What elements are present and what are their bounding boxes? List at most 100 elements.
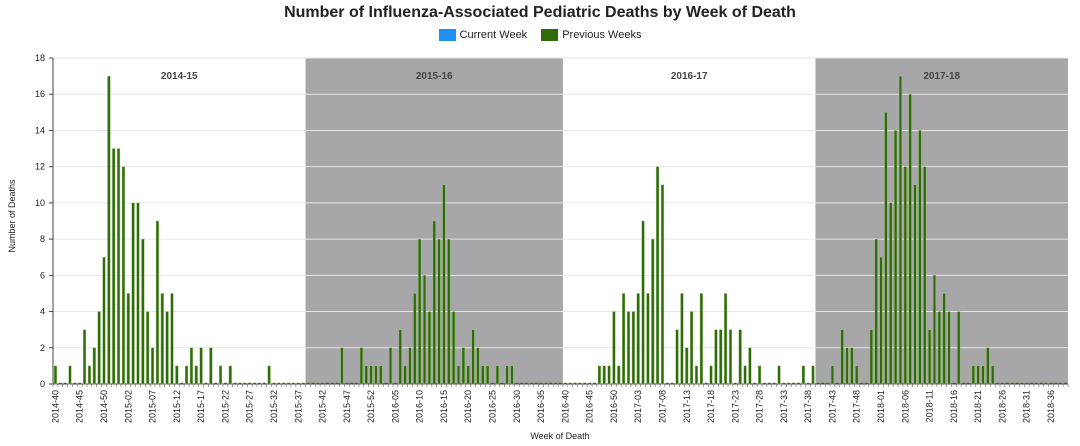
bar <box>1025 382 1029 384</box>
legend-entry-current-week[interactable]: Current Week <box>438 29 527 41</box>
bar <box>564 382 567 384</box>
x-tick-label: 2014-50 <box>99 390 109 423</box>
bar <box>928 329 932 385</box>
legend-entry-previous-weeks[interactable]: Previous Weeks <box>541 29 641 41</box>
bar <box>670 382 674 384</box>
bar <box>408 347 412 385</box>
x-tick-label: 2018-06 <box>900 390 910 423</box>
bar <box>549 382 553 384</box>
x-tick-label: 2018-21 <box>973 390 983 423</box>
bar <box>748 347 752 385</box>
bar <box>394 382 397 384</box>
bar <box>675 329 679 385</box>
bar <box>612 311 616 385</box>
bar <box>937 311 941 385</box>
bar <box>874 238 878 385</box>
bar <box>326 382 329 384</box>
bar <box>253 382 256 384</box>
bar <box>660 184 665 385</box>
bar <box>1030 382 1033 384</box>
bar <box>588 382 591 384</box>
bar <box>530 382 533 384</box>
bar <box>879 257 883 385</box>
bar <box>199 347 203 385</box>
x-tick-label: 2016-25 <box>488 390 498 423</box>
bar <box>379 365 383 385</box>
bar <box>835 382 839 384</box>
bar <box>53 365 57 385</box>
bar <box>287 382 290 384</box>
bar <box>1049 382 1053 384</box>
bar <box>228 365 232 385</box>
bar <box>136 202 140 385</box>
x-tick-label: 2017-28 <box>755 390 765 423</box>
x-tick-label: 2017-03 <box>633 390 643 423</box>
bar <box>369 365 373 385</box>
bar <box>636 293 640 385</box>
x-tick-label: 2018-26 <box>997 390 1007 423</box>
x-tick-label: 2014-40 <box>50 390 60 423</box>
bar <box>782 382 786 384</box>
bar <box>311 382 315 384</box>
bar <box>826 382 829 384</box>
bar <box>597 365 601 385</box>
y-tick-label: 6 <box>40 270 45 280</box>
bar <box>855 365 859 385</box>
bar <box>772 382 776 384</box>
x-tick-label: 2015-27 <box>245 390 255 423</box>
bar <box>656 166 660 385</box>
bar <box>214 382 218 384</box>
bar <box>758 365 762 385</box>
bar <box>267 365 271 385</box>
bar <box>102 257 106 385</box>
bar <box>301 382 305 384</box>
bar <box>442 184 446 385</box>
bar <box>296 382 300 384</box>
bar <box>306 382 310 384</box>
bar <box>461 347 465 385</box>
x-tick-label: 2017-43 <box>827 390 837 423</box>
bar <box>505 365 509 385</box>
bar <box>141 238 145 385</box>
bar <box>107 75 111 385</box>
bar <box>981 365 985 385</box>
bar <box>962 382 965 384</box>
bar <box>422 275 427 385</box>
bar <box>991 365 995 385</box>
bar <box>971 365 975 385</box>
x-tick-label: 2018-31 <box>1022 390 1032 423</box>
bar <box>719 329 723 385</box>
bar <box>690 311 694 385</box>
bar <box>578 382 582 384</box>
bar <box>92 347 96 385</box>
bar <box>355 382 358 384</box>
season-label-2015-16: 2015-16 <box>416 71 453 82</box>
bar <box>607 365 611 385</box>
bar <box>1015 382 1019 384</box>
season-label-2014-15: 2014-15 <box>161 71 198 82</box>
legend: Current Week Previous Weeks <box>0 29 1080 41</box>
bar <box>947 311 951 385</box>
bar <box>680 293 684 385</box>
y-tick-label: 10 <box>35 198 45 208</box>
bar <box>840 329 844 385</box>
x-tick-label: 2016-05 <box>390 390 400 423</box>
bar <box>78 382 82 384</box>
bar <box>821 382 825 384</box>
bar <box>996 382 999 384</box>
y-tick-label: 16 <box>35 89 45 99</box>
bar <box>666 382 669 384</box>
bar <box>525 382 528 384</box>
bar <box>515 382 519 384</box>
legend-swatch-previous-weeks <box>541 29 559 41</box>
bar <box>155 220 159 385</box>
x-tick-label: 2018-01 <box>876 390 886 423</box>
bar <box>340 347 344 385</box>
x-tick-label: 2017-23 <box>730 390 740 423</box>
y-tick-label: 8 <box>40 234 45 244</box>
bar <box>112 148 116 385</box>
bar <box>437 238 441 385</box>
bar <box>728 329 733 385</box>
bar <box>165 311 169 385</box>
